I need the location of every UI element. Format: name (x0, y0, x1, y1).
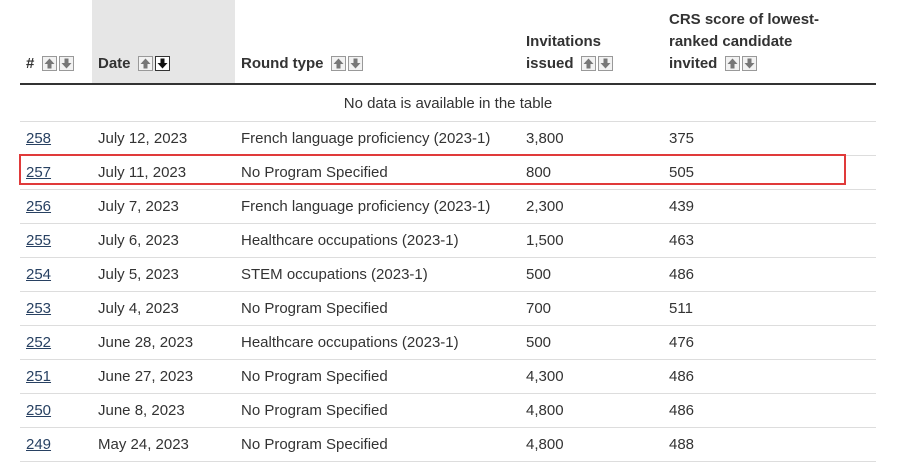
round-number-link[interactable]: 253 (26, 300, 52, 317)
header-date[interactable]: Date (92, 0, 235, 85)
draws-table: # Date Round type Invitations issued (20, 0, 876, 462)
row-crs-score: 476 (663, 325, 876, 360)
header-round-type[interactable]: Round type (235, 0, 520, 85)
header-date-label: Date (98, 55, 131, 72)
round-number-link[interactable]: 258 (26, 130, 52, 147)
header-invitations-line1: Invitations (526, 33, 602, 50)
row-invitations: 500 (520, 325, 663, 360)
header-number[interactable]: # (20, 0, 92, 85)
header-crs-line1: CRS score of lowest- (669, 11, 820, 28)
row-date: July 4, 2023 (92, 291, 235, 326)
row-round-type: No Program Specified (235, 291, 520, 326)
empty-message: No data is available in the table (20, 84, 876, 122)
row-invitations: 800 (520, 155, 663, 190)
row-invitations: 4,800 (520, 427, 663, 462)
arrow-up-icon[interactable] (580, 56, 596, 71)
row-date: July 6, 2023 (92, 223, 235, 258)
round-number-link[interactable]: 256 (26, 198, 52, 215)
table-row: 249 May 24, 2023 No Program Specified 4,… (20, 427, 876, 462)
round-number-link[interactable]: 254 (26, 266, 52, 283)
arrow-up-icon[interactable] (137, 56, 153, 71)
row-invitations: 4,300 (520, 359, 663, 394)
header-round-type-label: Round type (241, 55, 324, 72)
header-crs-line3: invited (669, 55, 718, 72)
row-invitations: 4,800 (520, 393, 663, 428)
row-crs-score: 505 (663, 155, 876, 190)
row-round-type: Healthcare occupations (2023-1) (235, 223, 520, 258)
header-crs-line2: ranked candidate (669, 33, 793, 50)
row-crs-score: 439 (663, 189, 876, 224)
round-number-link[interactable]: 255 (26, 232, 52, 249)
row-crs-score: 375 (663, 121, 876, 156)
table-row: 252 June 28, 2023 Healthcare occupations… (20, 325, 876, 360)
header-invitations-line2: issued (526, 55, 574, 72)
table-row: 258 July 12, 2023 French language profic… (20, 121, 876, 156)
round-number-link[interactable]: 257 (26, 164, 52, 181)
row-date: June 28, 2023 (92, 325, 235, 360)
row-round-type: French language proficiency (2023-1) (235, 121, 520, 156)
row-round-type: No Program Specified (235, 155, 520, 190)
table-header-row: # Date Round type Invitations issued (20, 0, 876, 85)
row-date: June 27, 2023 (92, 359, 235, 394)
row-date: June 8, 2023 (92, 393, 235, 428)
row-invitations: 3,800 (520, 121, 663, 156)
table-row: 251 June 27, 2023 No Program Specified 4… (20, 359, 876, 394)
empty-message-row: No data is available in the table (20, 84, 876, 122)
round-number-link[interactable]: 251 (26, 368, 52, 385)
arrow-up-icon[interactable] (330, 56, 346, 71)
arrow-down-icon[interactable] (347, 56, 363, 71)
row-invitations: 500 (520, 257, 663, 292)
round-number-link[interactable]: 252 (26, 334, 52, 351)
row-round-type: No Program Specified (235, 359, 520, 394)
row-date: July 5, 2023 (92, 257, 235, 292)
table-row: 254 July 5, 2023 STEM occupations (2023-… (20, 257, 876, 292)
row-invitations: 700 (520, 291, 663, 326)
row-round-type: Healthcare occupations (2023-1) (235, 325, 520, 360)
round-number-link[interactable]: 249 (26, 436, 52, 453)
table-row: 253 July 4, 2023 No Program Specified 70… (20, 291, 876, 326)
arrow-down-icon[interactable] (741, 56, 757, 71)
row-date: May 24, 2023 (92, 427, 235, 462)
arrow-up-icon[interactable] (724, 56, 740, 71)
table-row: 255 July 6, 2023 Healthcare occupations … (20, 223, 876, 258)
row-crs-score: 463 (663, 223, 876, 258)
round-number-link[interactable]: 250 (26, 402, 52, 419)
arrow-down-icon[interactable] (154, 56, 170, 71)
row-invitations: 2,300 (520, 189, 663, 224)
row-date: July 11, 2023 (92, 155, 235, 190)
header-number-label: # (26, 55, 35, 72)
row-crs-score: 488 (663, 427, 876, 462)
table-row: 256 July 7, 2023 French language profici… (20, 189, 876, 224)
table-row: 257 July 11, 2023 No Program Specified 8… (20, 155, 876, 190)
row-crs-score: 486 (663, 393, 876, 428)
arrow-down-icon[interactable] (597, 56, 613, 71)
header-invitations[interactable]: Invitations issued (520, 0, 663, 85)
row-date: July 7, 2023 (92, 189, 235, 224)
row-round-type: STEM occupations (2023-1) (235, 257, 520, 292)
row-crs-score: 486 (663, 257, 876, 292)
row-date: July 12, 2023 (92, 121, 235, 156)
row-invitations: 1,500 (520, 223, 663, 258)
row-round-type: No Program Specified (235, 427, 520, 462)
row-crs-score: 486 (663, 359, 876, 394)
header-crs-score[interactable]: CRS score of lowest- ranked candidate in… (663, 0, 876, 85)
arrow-up-icon[interactable] (41, 56, 57, 71)
arrow-down-icon[interactable] (58, 56, 74, 71)
row-round-type: French language proficiency (2023-1) (235, 189, 520, 224)
table-row: 250 June 8, 2023 No Program Specified 4,… (20, 393, 876, 428)
row-crs-score: 511 (663, 291, 876, 326)
row-round-type: No Program Specified (235, 393, 520, 428)
